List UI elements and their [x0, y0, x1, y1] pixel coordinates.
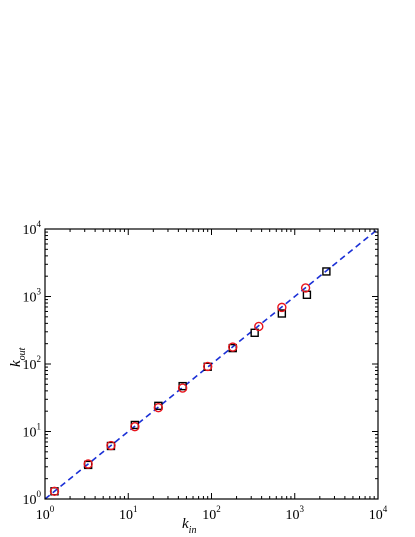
y-tick-label-base: 10	[23, 291, 37, 306]
y-tick-label-exp: 1	[37, 422, 42, 432]
x-tick-label-exp: 3	[300, 504, 305, 514]
x-tick-label: 100	[36, 504, 55, 523]
circle-point	[106, 440, 116, 451]
x-axis-title-main: k	[182, 516, 189, 532]
y-tick-label: 103	[23, 287, 42, 306]
circle-point	[153, 403, 164, 413]
y-tick-label-base: 10	[23, 223, 37, 238]
x-tick-label-base: 10	[119, 508, 133, 523]
x-tick-label: 101	[119, 504, 138, 523]
x-axis-title-sub: in	[189, 525, 197, 536]
y-tick-label-base: 10	[23, 426, 37, 441]
circle-point	[202, 361, 213, 372]
y-tick-label-base: 10	[23, 358, 37, 373]
x-tick-label: 104	[369, 504, 388, 523]
circle-point	[130, 421, 140, 432]
y-tick-label-exp: 0	[37, 489, 42, 499]
x-tick-label-exp: 2	[216, 504, 221, 514]
y-tick-label: 102	[23, 354, 42, 373]
square-point	[322, 267, 331, 276]
circle-point	[228, 342, 238, 352]
circle-point	[49, 486, 60, 497]
x-axis-title: kin	[182, 516, 196, 536]
circle-point	[277, 302, 287, 313]
square-point	[277, 309, 287, 318]
x-tick-label-base: 10	[202, 508, 216, 523]
y-axis-title-sub: out	[17, 347, 28, 360]
x-tick-label-exp: 1	[133, 504, 138, 514]
y-tick-label-exp: 3	[37, 287, 42, 297]
x-tick-label: 102	[202, 504, 221, 523]
y-tick-label-exp: 2	[37, 354, 42, 364]
y-tick-label: 100	[23, 489, 42, 508]
x-tick-label-exp: 0	[50, 504, 55, 514]
x-tick-label-exp: 4	[383, 504, 388, 514]
x-tick-label-base: 10	[286, 508, 300, 523]
circle-point	[83, 459, 93, 469]
circle-point	[177, 383, 188, 393]
y-tick-label: 104	[23, 219, 42, 238]
y-tick-label-base: 10	[23, 493, 37, 508]
x-tick-label: 103	[286, 504, 305, 523]
data-marks	[44, 228, 379, 500]
x-tick-label-base: 10	[36, 508, 50, 523]
y-tick-label: 101	[23, 422, 42, 441]
square-point	[250, 328, 259, 337]
y-tick-label-exp: 4	[37, 219, 42, 229]
y-axis-title-main: k	[8, 360, 24, 367]
y-axis-title: kout	[8, 347, 28, 367]
circle-point	[300, 283, 311, 293]
circle-point	[254, 321, 264, 332]
x-tick-label-base: 10	[369, 508, 383, 523]
